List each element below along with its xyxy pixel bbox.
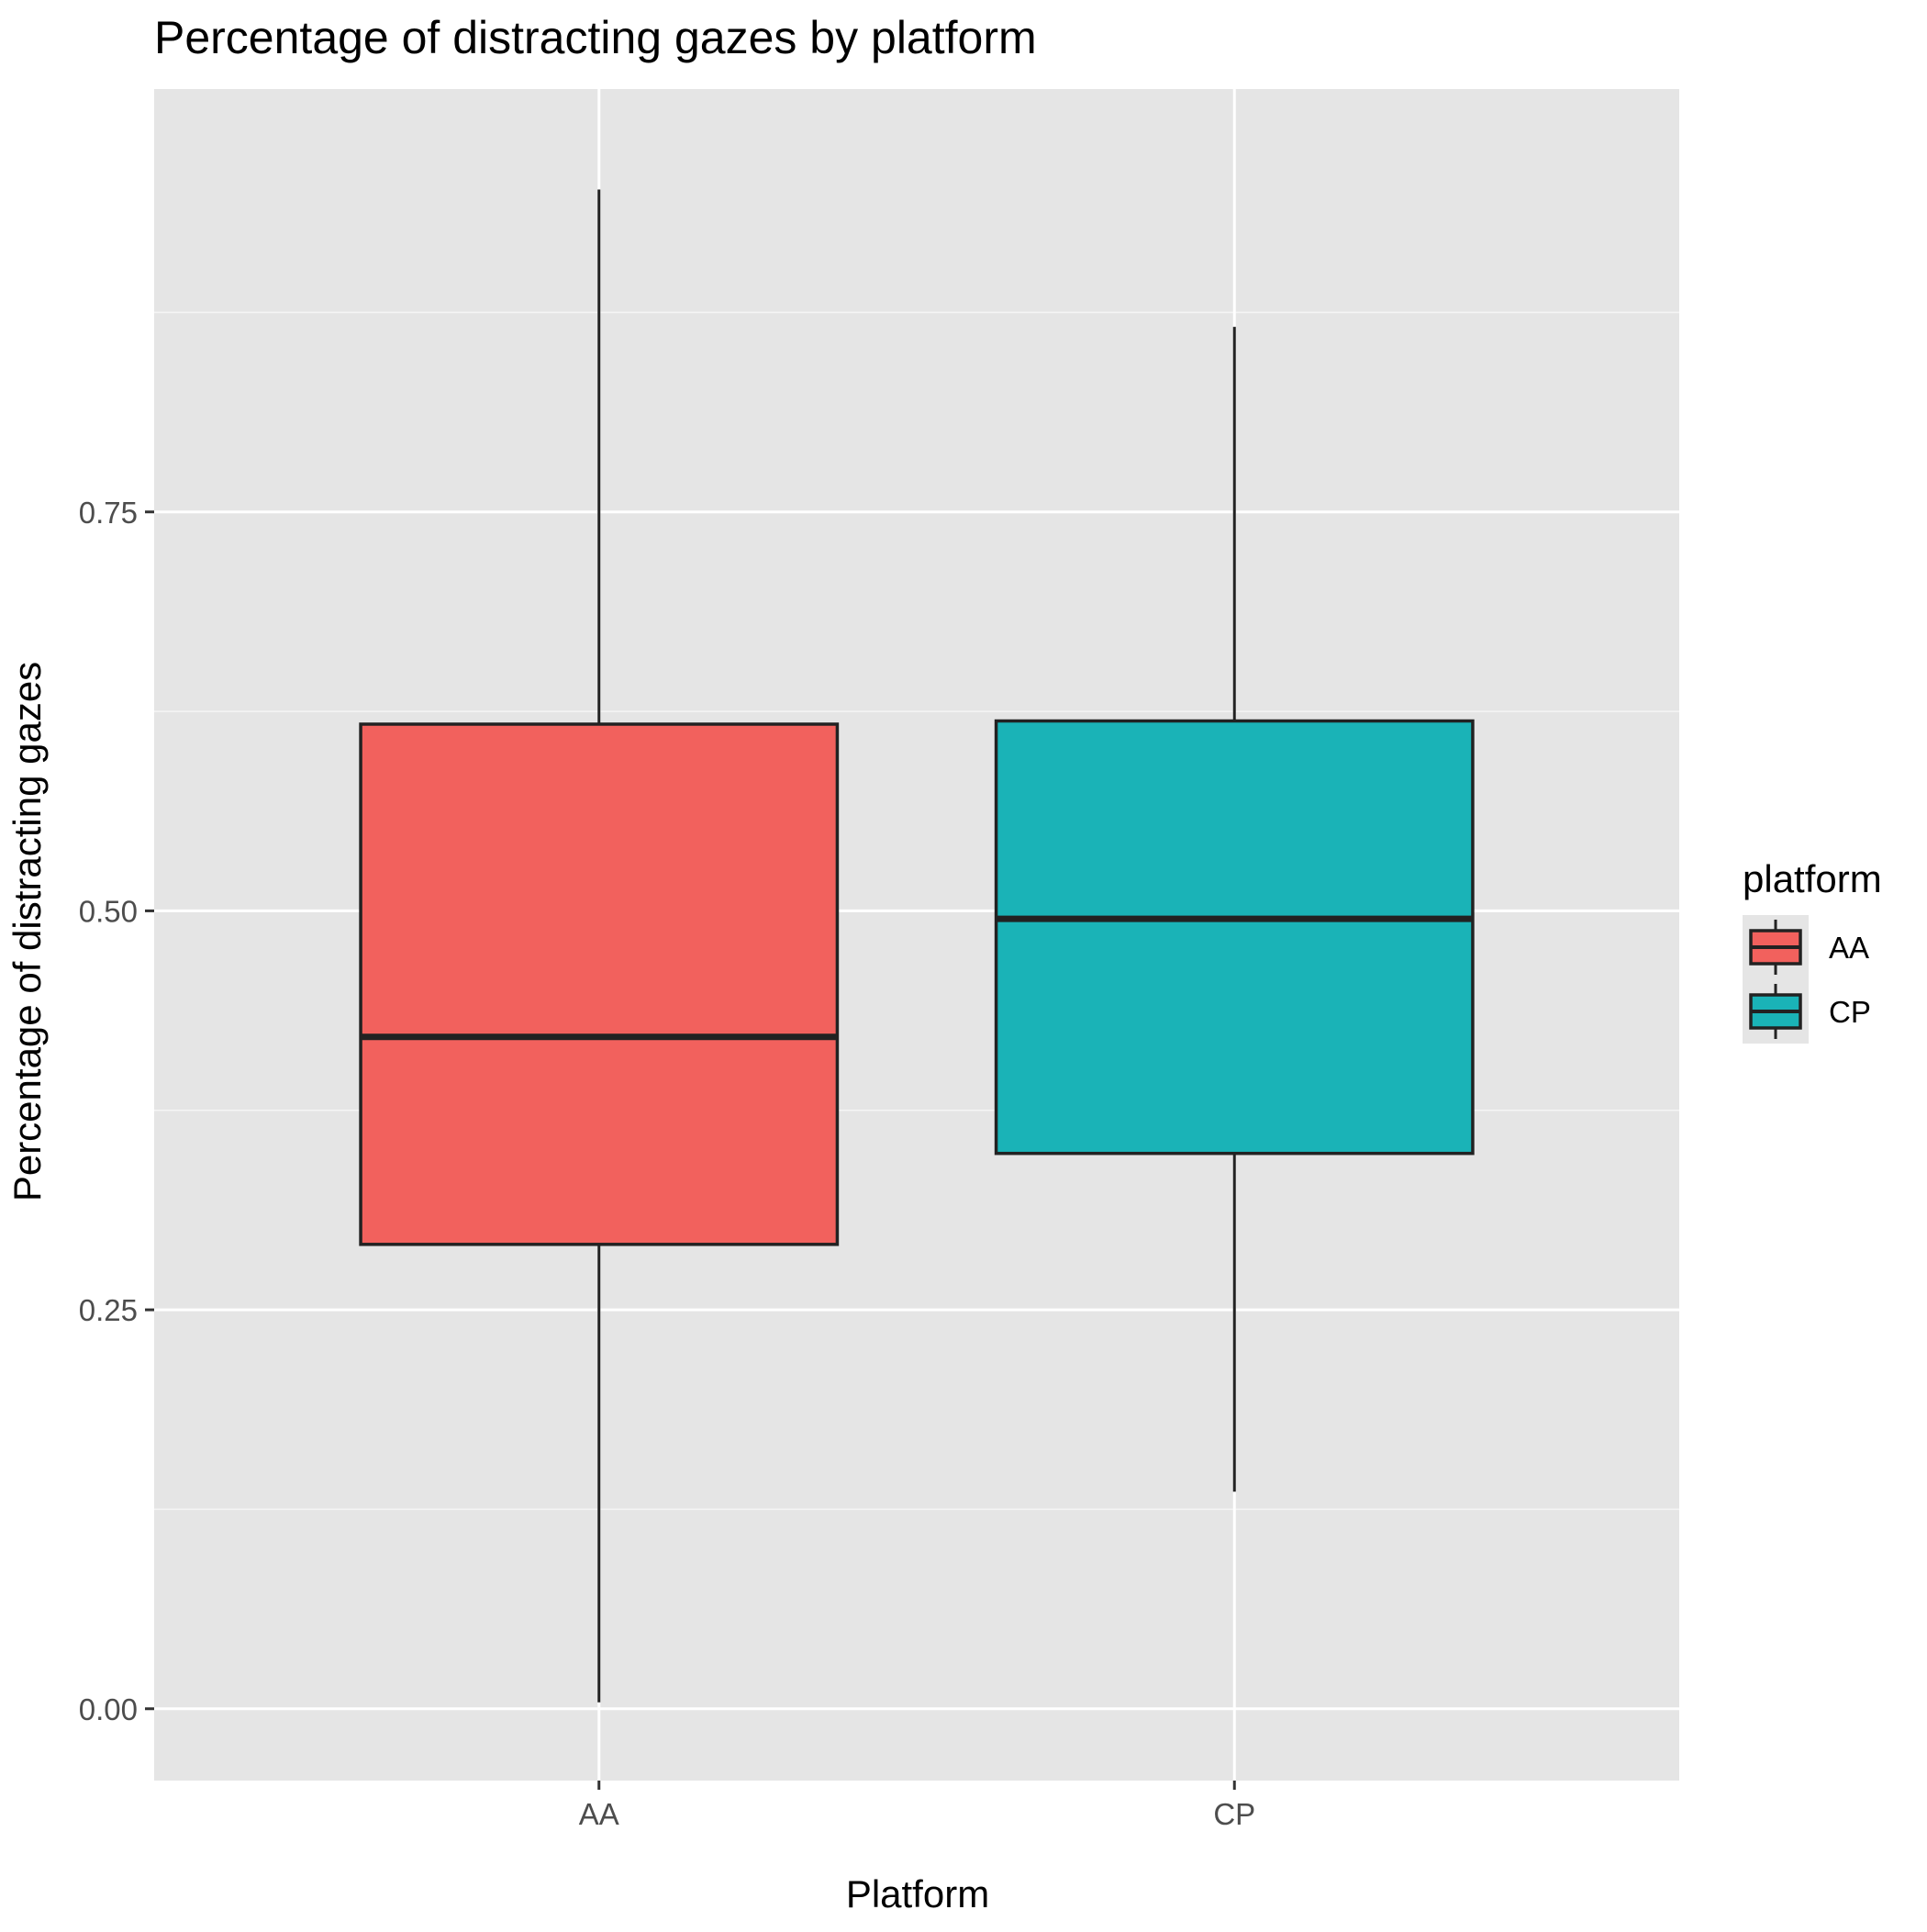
legend-item-aa: AA <box>1749 920 1869 975</box>
legend-title: platform <box>1743 857 1882 900</box>
boxes-layer <box>359 189 1475 1703</box>
x-tick-label: CP <box>1213 1797 1255 1831</box>
y-axis-label: Percentage of distracting gazes <box>6 662 49 1201</box>
y-tick-label: 0.50 <box>79 894 138 928</box>
box-body <box>994 719 1475 1156</box>
x-axis-label: Platform <box>846 1872 989 1915</box>
legend-item-cp: CP <box>1749 984 1871 1039</box>
box-body <box>359 722 840 1246</box>
box-aa <box>359 189 840 1703</box>
chart-title: Percentage of distracting gazes by platf… <box>154 12 1037 63</box>
x-axis: AA CP <box>579 1781 1255 1831</box>
legend-label: AA <box>1829 931 1869 965</box>
y-tick-label: 0.25 <box>79 1293 138 1327</box>
x-tick-label: AA <box>579 1797 619 1831</box>
y-tick-label: 0.00 <box>79 1692 138 1726</box>
legend: platform AA CP <box>1743 857 1882 1044</box>
box-cp <box>994 327 1475 1492</box>
y-tick-label: 0.75 <box>79 496 138 530</box>
legend-label: CP <box>1829 995 1871 1029</box>
y-axis: 0.00 0.25 0.50 0.75 <box>79 496 154 1726</box>
